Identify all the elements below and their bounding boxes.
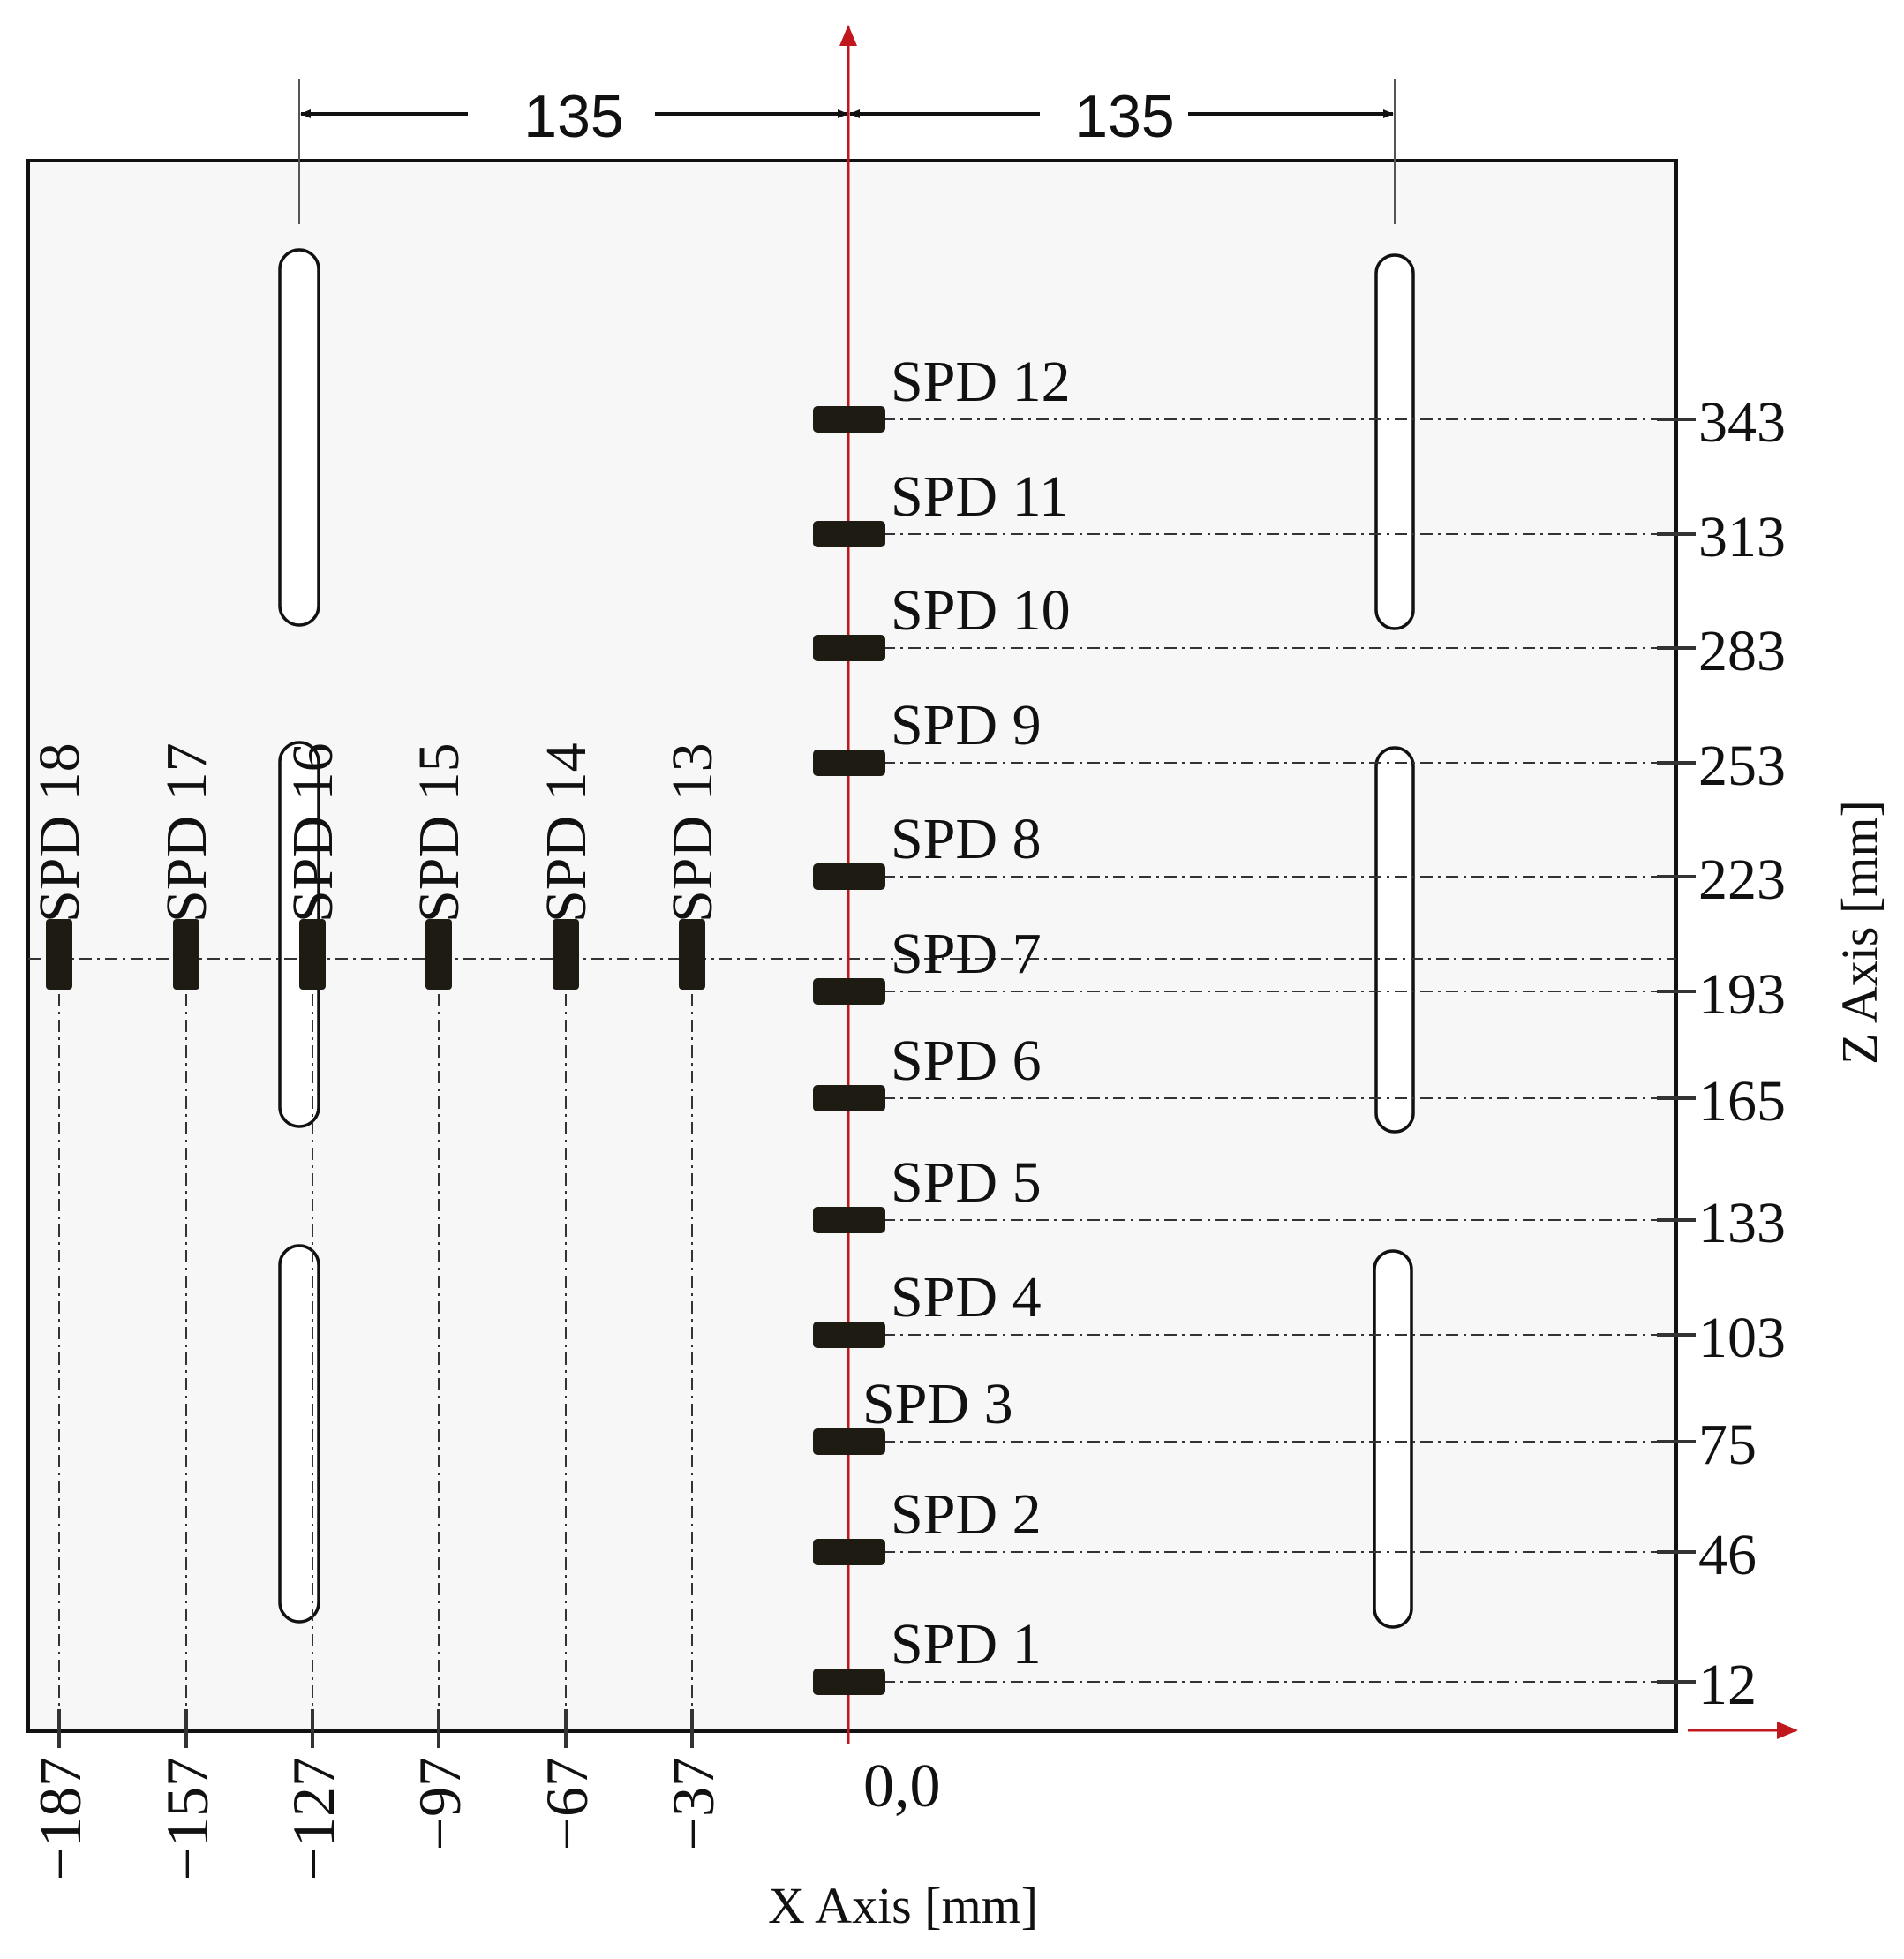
sensor-x-14	[553, 919, 579, 990]
x-tick-label: −37	[659, 1757, 726, 1850]
sensor-label-x: SPD 14	[534, 742, 598, 923]
sensor-label-z: SPD 2	[891, 1482, 1042, 1547]
origin-label: 0,0	[863, 1752, 941, 1820]
x-guide-lines	[58, 994, 693, 1709]
dimension-annotations: 135 135	[298, 79, 1396, 224]
z-tick-label: 46	[1698, 1523, 1757, 1587]
x-tick-label: −127	[280, 1757, 347, 1880]
z-tick-label: 75	[1698, 1413, 1757, 1477]
slot-right-middle	[1374, 746, 1415, 1134]
z-tick-label: 253	[1698, 734, 1786, 798]
z-tick-label: 165	[1698, 1069, 1786, 1134]
sensor-x-15	[425, 919, 452, 990]
dimension-left-value: 135	[523, 83, 623, 150]
sensor-x-18	[46, 919, 72, 990]
x-tick-label: −187	[26, 1757, 94, 1880]
x-axis-title: X Axis [mm]	[768, 1877, 1038, 1934]
z-guide-lines	[883, 418, 1676, 1683]
z-tick-label: 193	[1698, 962, 1786, 1027]
z-tick-label: 103	[1698, 1306, 1786, 1370]
sensor-label-z: SPD 6	[891, 1028, 1042, 1093]
x-tick-label: −67	[533, 1757, 600, 1850]
sensor-x-16	[299, 919, 326, 990]
sensor-z-4	[813, 1322, 885, 1348]
sensor-label-x: SPD 15	[407, 742, 471, 923]
sensor-label-z: SPD 7	[891, 922, 1042, 986]
slot-left-bottom	[278, 1244, 320, 1624]
slot-right-top	[1374, 253, 1415, 630]
sensor-z-2	[813, 1539, 885, 1565]
axis-ticks: 124675103133165193223253283313343−37−67−…	[26, 390, 1786, 1880]
board-outline	[26, 159, 1678, 1733]
sensor-label-z: SPD 10	[891, 578, 1071, 643]
sensor-label-x: SPD 13	[660, 742, 725, 923]
sensor-z-9	[813, 750, 885, 776]
sensor-z-12	[813, 406, 885, 433]
sensor-label-x: SPD 17	[154, 742, 219, 923]
x-tick-label: −97	[406, 1757, 473, 1850]
sensor-label-z: SPD 5	[891, 1150, 1042, 1215]
z-tick-label: 223	[1698, 848, 1786, 912]
sensor-label-x: SPD 16	[281, 742, 345, 923]
sensor-label-x: SPD 18	[27, 742, 92, 923]
sensor-label-z: SPD 12	[891, 350, 1071, 414]
x-tick-label: −157	[154, 1757, 221, 1880]
sensor-labels: SPD 1 SPD 2 SPD 3 SPD 4 SPD 5 SPD 6 SPD 7 SPD 8…	[27, 350, 1071, 1676]
z-tick-label: 343	[1698, 390, 1786, 455]
sensor-label-z: SPD 3	[862, 1372, 1013, 1436]
z-tick-label: 133	[1698, 1191, 1786, 1255]
z-tick-label: 12	[1698, 1653, 1757, 1717]
sensor-x-13	[679, 919, 705, 990]
sensor-label-z: SPD 11	[891, 464, 1068, 529]
sensor-label-z: SPD 9	[891, 693, 1042, 757]
sensor-label-z: SPD 8	[891, 807, 1042, 871]
sensor-z-10	[813, 635, 885, 661]
sensor-label-z: SPD 1	[891, 1612, 1042, 1676]
z-axis-title: Z Axis [mm]	[1831, 800, 1888, 1065]
sensor-label-z: SPD 4	[891, 1265, 1042, 1330]
sensor-z-3	[813, 1428, 885, 1455]
sensor-z-8	[813, 863, 885, 890]
slot-left-top	[278, 248, 320, 627]
sensor-z-6	[813, 1085, 885, 1111]
dimension-right-value: 135	[1074, 83, 1174, 150]
slot-right-bottom	[1373, 1249, 1413, 1629]
z-tick-label: 313	[1698, 505, 1786, 569]
sensor-z-7	[813, 978, 885, 1005]
sensors	[46, 406, 885, 1695]
sensor-z-11	[813, 521, 885, 547]
sensor-x-17	[173, 919, 199, 990]
sensor-z-5	[813, 1207, 885, 1233]
z-tick-label: 283	[1698, 619, 1786, 683]
sensor-z-1	[813, 1669, 885, 1695]
